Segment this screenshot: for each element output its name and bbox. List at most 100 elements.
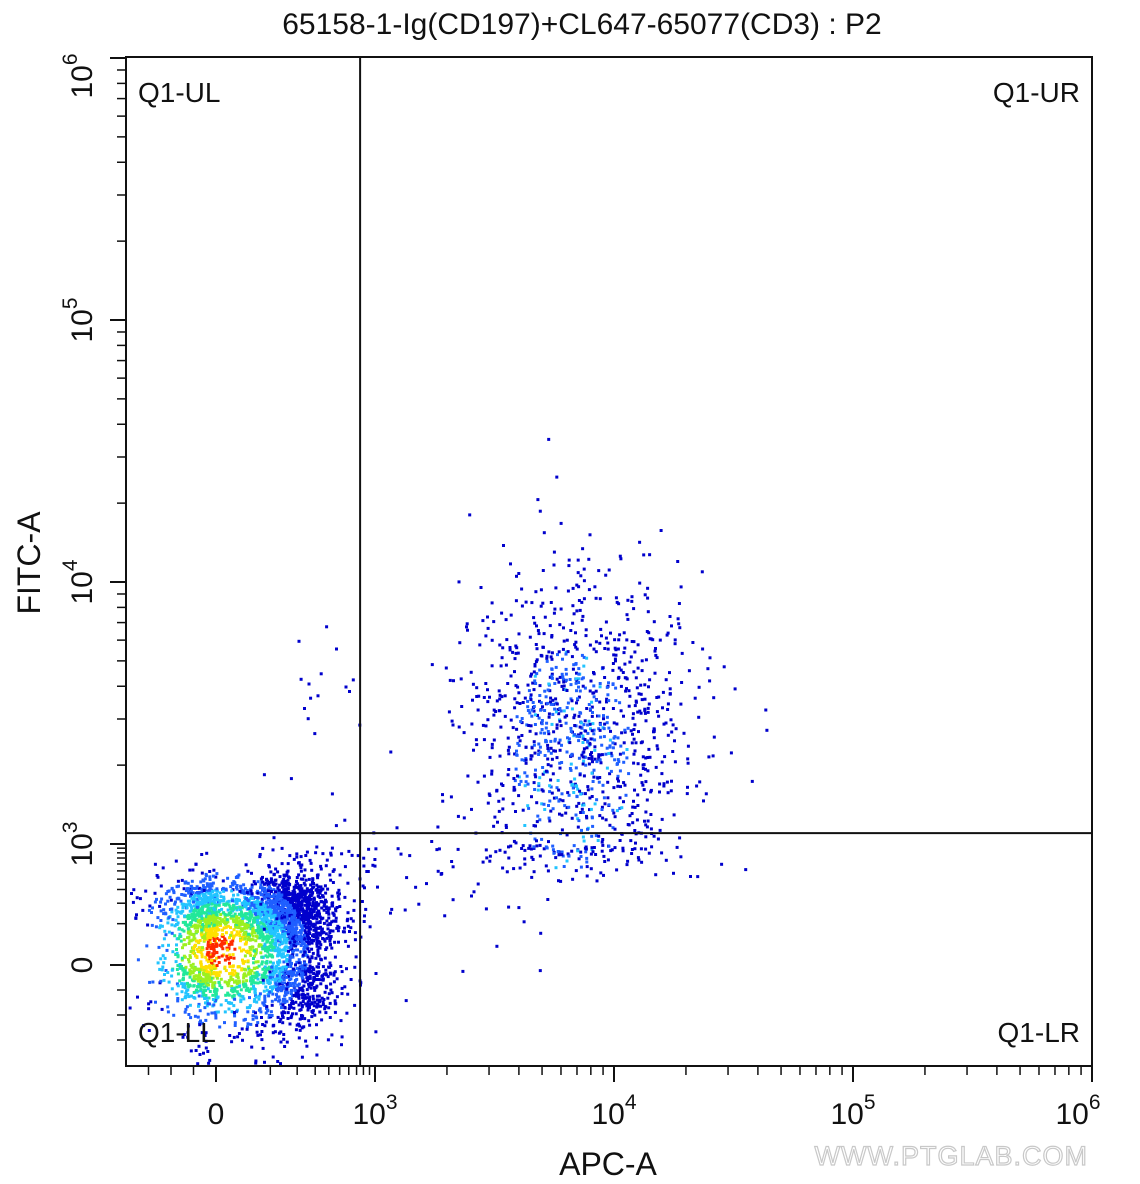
event-dot — [228, 972, 232, 976]
event-dot — [533, 788, 537, 791]
event-dot — [317, 994, 321, 998]
event-dot — [162, 978, 166, 982]
event-dot — [254, 995, 258, 999]
event-dot — [190, 965, 194, 969]
event-dot — [273, 932, 276, 936]
event-dot — [210, 884, 214, 888]
event-dot — [329, 982, 333, 986]
event-dot — [233, 980, 236, 984]
event-dot — [256, 923, 259, 926]
event-dot — [646, 769, 650, 773]
event-dot — [187, 942, 191, 945]
event-dot — [271, 948, 275, 952]
event-dot — [288, 946, 292, 950]
event-dot — [389, 911, 392, 915]
event-dot — [571, 604, 575, 608]
event-dot — [604, 573, 608, 577]
event-dot — [278, 883, 282, 887]
event-dot — [597, 714, 601, 718]
event-dot — [281, 997, 285, 1001]
event-dot — [281, 881, 285, 885]
event-dot — [289, 934, 293, 938]
event-dot — [575, 647, 579, 651]
event-dot — [640, 740, 644, 744]
event-dot — [299, 917, 303, 921]
event-dot — [259, 912, 263, 916]
event-dot — [301, 953, 305, 957]
event-dot — [658, 782, 662, 786]
event-dot — [486, 700, 490, 704]
event-dot — [207, 921, 210, 925]
event-dot — [590, 714, 594, 718]
event-dot — [186, 1035, 190, 1039]
event-dot — [590, 700, 594, 704]
event-dot — [503, 694, 507, 698]
event-dot — [160, 897, 164, 901]
event-dot — [203, 997, 207, 1000]
event-dot — [532, 616, 536, 620]
event-dot — [550, 722, 554, 726]
event-dot — [538, 818, 542, 822]
event-dot — [175, 923, 179, 926]
event-dot — [618, 701, 622, 705]
event-dot — [581, 547, 585, 551]
event-dot — [600, 634, 603, 638]
event-dot — [586, 739, 590, 743]
event-dot — [194, 862, 198, 866]
event-dot — [575, 785, 579, 788]
event-dot — [546, 688, 550, 692]
event-dot — [614, 686, 618, 690]
event-dot — [515, 646, 519, 650]
event-dot — [232, 893, 235, 897]
event-dot — [271, 961, 275, 965]
event-dot — [618, 769, 622, 773]
event-dot — [263, 886, 267, 890]
event-dot — [242, 891, 246, 895]
event-dot — [218, 938, 221, 942]
event-dot — [547, 749, 551, 753]
event-dot — [283, 969, 287, 973]
event-dot — [274, 967, 278, 971]
event-dot — [666, 791, 670, 795]
event-dot — [255, 1023, 259, 1027]
event-dot — [557, 680, 561, 684]
event-dot — [528, 635, 532, 639]
event-dot — [274, 897, 278, 901]
event-dot — [250, 1045, 254, 1049]
event-dot — [232, 1004, 236, 1008]
event-dot — [190, 912, 194, 916]
event-dot — [209, 979, 213, 983]
event-dot — [611, 826, 615, 830]
event-dot — [303, 894, 307, 898]
event-dot — [320, 927, 324, 931]
event-dot — [178, 926, 181, 930]
event-dot — [306, 904, 310, 908]
event-dot — [203, 936, 207, 940]
event-dot — [247, 907, 251, 911]
event-dot — [275, 995, 279, 999]
event-dot — [635, 818, 639, 822]
event-dot — [278, 912, 282, 915]
event-dot — [636, 804, 640, 807]
event-dot — [329, 878, 333, 882]
event-dot — [193, 1014, 197, 1018]
event-dot — [622, 760, 626, 764]
event-dot — [200, 902, 204, 906]
event-dot — [539, 731, 543, 735]
event-dot — [200, 890, 204, 894]
event-dot — [632, 607, 636, 611]
event-dot — [320, 894, 324, 898]
event-dot — [344, 685, 348, 689]
event-dot — [297, 930, 301, 934]
event-dot — [227, 903, 231, 907]
event-dot — [206, 973, 210, 977]
event-dot — [222, 895, 226, 899]
event-dot — [567, 564, 571, 568]
event-dot — [590, 816, 594, 820]
event-dot — [208, 875, 212, 879]
event-dot — [260, 925, 264, 929]
event-dot — [202, 889, 206, 892]
event-dot — [592, 684, 596, 688]
event-dot — [308, 981, 312, 985]
event-dot — [284, 945, 288, 949]
